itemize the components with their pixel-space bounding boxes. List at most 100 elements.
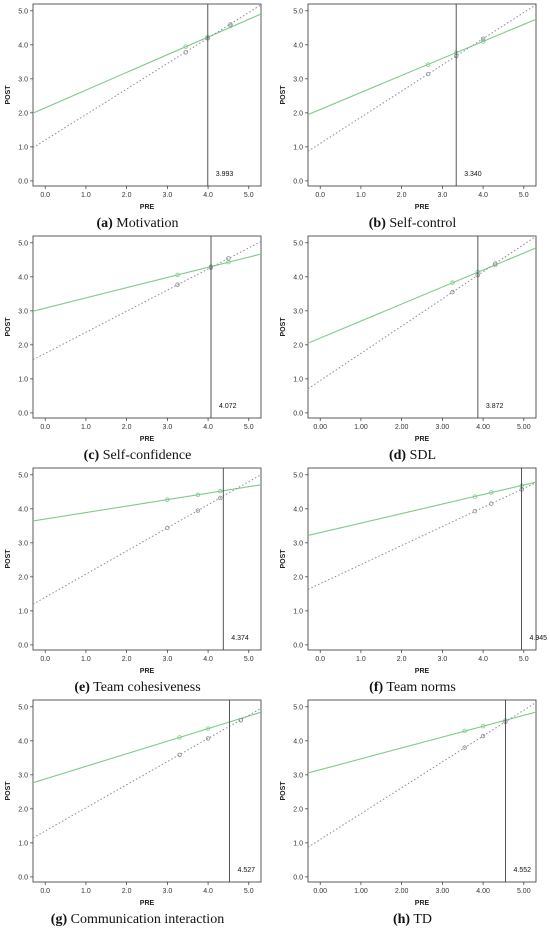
y-tick-label: 1.0 bbox=[18, 608, 28, 615]
data-point-dotted bbox=[226, 256, 231, 261]
cutoff-label: 4.945 bbox=[530, 635, 548, 642]
x-tick-label: 4.0 bbox=[203, 656, 213, 663]
y-axis-label: POST bbox=[5, 549, 12, 569]
panel-caption: (f) Team norms bbox=[369, 680, 456, 695]
data-point-solid bbox=[165, 497, 170, 502]
y-tick-label: 0.0 bbox=[18, 178, 28, 185]
data-point-dotted bbox=[480, 733, 486, 739]
y-tick-label: 5.0 bbox=[293, 472, 303, 479]
scatter-plot-d: 0.00 1.00 2.00 3.00 4.00 5.00 0.0 1.0 2.0 3.0 4.0 5… bbox=[280, 235, 537, 443]
y-tick-label: 3.0 bbox=[293, 308, 303, 315]
y-tick-label: 5.0 bbox=[18, 8, 28, 15]
data-point-dotted bbox=[165, 525, 170, 531]
y-tick-label: 4.0 bbox=[293, 274, 303, 281]
y-tick-label: 0.0 bbox=[18, 642, 28, 649]
y-tick-label: 1.0 bbox=[18, 840, 28, 847]
x-tick-label: 0.0 bbox=[315, 192, 325, 199]
y-tick-label: 0.0 bbox=[18, 410, 28, 417]
x-tick-label: 1.0 bbox=[81, 192, 91, 199]
x-axis-label: PRE bbox=[140, 204, 155, 211]
x-tick-label: 2.0 bbox=[122, 424, 132, 431]
data-point-solid bbox=[175, 272, 180, 277]
chart-panel-f: 0.0 1.0 2.0 3.0 4.0 5.0 0.0 1.0 2.0 3.0 4.0 5.0 PRE P… bbox=[275, 464, 550, 696]
scatter-plot-e: 0.0 1.0 2.0 3.0 4.0 5.0 0.0 1.0 2.0 3.0 4.0 5.0 PRE P… bbox=[5, 467, 262, 675]
data-point-dotted bbox=[177, 752, 182, 757]
x-axis-label: PRE bbox=[140, 900, 155, 907]
cutoff-label: 3.340 bbox=[464, 171, 482, 178]
scatter-plot-b: 0.0 1.0 2.0 3.0 4.0 5.0 0.0 1.0 2.0 3.0 4.0 5.0 PRE P… bbox=[280, 3, 537, 211]
panel-caption: (a) Motivation bbox=[96, 216, 179, 231]
y-tick-label: 5.0 bbox=[18, 704, 28, 711]
x-tick-label: 5.0 bbox=[519, 656, 529, 663]
cutoff-label: 3.872 bbox=[486, 403, 504, 410]
x-tick-label: 5.0 bbox=[244, 656, 254, 663]
scatter-plot-a: 0.0 1.0 2.0 3.0 4.0 5.0 0.0 1.0 2.0 3.0 4.0 5.0 PRE P… bbox=[5, 3, 262, 211]
x-tick-label: 2.00 bbox=[395, 888, 409, 895]
regression-line-dotted bbox=[308, 702, 536, 848]
cutoff-label: 4.374 bbox=[231, 635, 249, 642]
y-tick-label: 2.0 bbox=[293, 342, 303, 349]
regression-line-solid bbox=[308, 481, 536, 537]
data-point-solid bbox=[183, 44, 188, 49]
data-point-dotted bbox=[218, 495, 223, 501]
regression-line-dotted bbox=[308, 236, 536, 390]
y-tick-label: 4.0 bbox=[293, 42, 303, 49]
data-point-dotted bbox=[489, 501, 494, 506]
y-tick-label: 4.0 bbox=[18, 274, 28, 281]
plot-frame bbox=[32, 467, 262, 651]
y-tick-label: 5.0 bbox=[18, 472, 28, 479]
y-tick-label: 5.0 bbox=[293, 8, 303, 15]
x-axis-label: PRE bbox=[415, 204, 430, 211]
data-point-solid bbox=[462, 728, 467, 734]
x-tick-label: 2.0 bbox=[397, 192, 407, 199]
x-tick-label: 0.0 bbox=[40, 192, 50, 199]
y-tick-label: 0.0 bbox=[293, 642, 303, 649]
data-point-dotted bbox=[228, 22, 233, 27]
x-tick-label: 0.0 bbox=[40, 424, 50, 431]
x-tick-label: 4.00 bbox=[476, 424, 490, 431]
x-tick-label: 0.00 bbox=[313, 888, 327, 895]
y-tick-label: 3.0 bbox=[293, 772, 303, 779]
y-tick-label: 4.0 bbox=[293, 738, 303, 745]
data-point-dotted bbox=[238, 717, 243, 723]
y-axis-label: POST bbox=[280, 549, 287, 569]
plot-frame bbox=[32, 3, 262, 187]
regression-line-solid bbox=[308, 247, 536, 344]
data-point-dotted bbox=[183, 50, 188, 55]
regression-line-dotted bbox=[308, 4, 536, 152]
y-tick-label: 0.0 bbox=[293, 410, 303, 417]
y-tick-label: 4.0 bbox=[18, 738, 28, 745]
x-tick-label: 3.00 bbox=[436, 424, 450, 431]
y-tick-label: 5.0 bbox=[293, 240, 303, 247]
data-point-solid bbox=[472, 494, 478, 499]
data-point-solid bbox=[480, 723, 486, 729]
y-tick-label: 2.0 bbox=[18, 110, 28, 117]
x-tick-label: 3.0 bbox=[437, 192, 447, 199]
y-tick-label: 1.0 bbox=[293, 376, 303, 383]
data-point-solid bbox=[177, 735, 182, 740]
regression-line-solid bbox=[33, 711, 261, 784]
plot-frame bbox=[307, 235, 537, 419]
y-tick-label: 2.0 bbox=[293, 806, 303, 813]
y-tick-label: 3.0 bbox=[18, 76, 28, 83]
y-tick-label: 2.0 bbox=[293, 110, 303, 117]
plot-frame bbox=[307, 467, 537, 651]
x-tick-label: 5.0 bbox=[519, 192, 529, 199]
x-tick-label: 2.0 bbox=[122, 656, 132, 663]
scatter-plot-c: 0.0 1.0 2.0 3.0 4.0 5.0 0.0 1.0 2.0 3.0 4.0 5.0 PRE P… bbox=[5, 235, 262, 443]
x-tick-label: 0.00 bbox=[313, 424, 327, 431]
data-point-solid bbox=[480, 39, 486, 44]
data-point-solid bbox=[425, 62, 431, 67]
chart-panel-b: 0.0 1.0 2.0 3.0 4.0 5.0 0.0 1.0 2.0 3.0 4.0 5.0 PRE P… bbox=[275, 0, 550, 232]
plot-area bbox=[33, 707, 261, 839]
cutoff-label: 4.072 bbox=[219, 403, 237, 410]
y-axis-label: POST bbox=[5, 781, 12, 801]
panel-caption: (e) Team cohesiveness bbox=[74, 680, 201, 695]
cutoff-label: 3.993 bbox=[216, 171, 234, 178]
y-tick-label: 2.0 bbox=[293, 574, 303, 581]
chart-panel-a: 0.0 1.0 2.0 3.0 4.0 5.0 0.0 1.0 2.0 3.0 4.0 5.0 PRE P… bbox=[0, 0, 275, 232]
y-axis-label: POST bbox=[5, 85, 12, 105]
x-tick-label: 2.0 bbox=[122, 888, 132, 895]
y-tick-label: 5.0 bbox=[293, 704, 303, 711]
x-tick-label: 1.0 bbox=[356, 192, 366, 199]
